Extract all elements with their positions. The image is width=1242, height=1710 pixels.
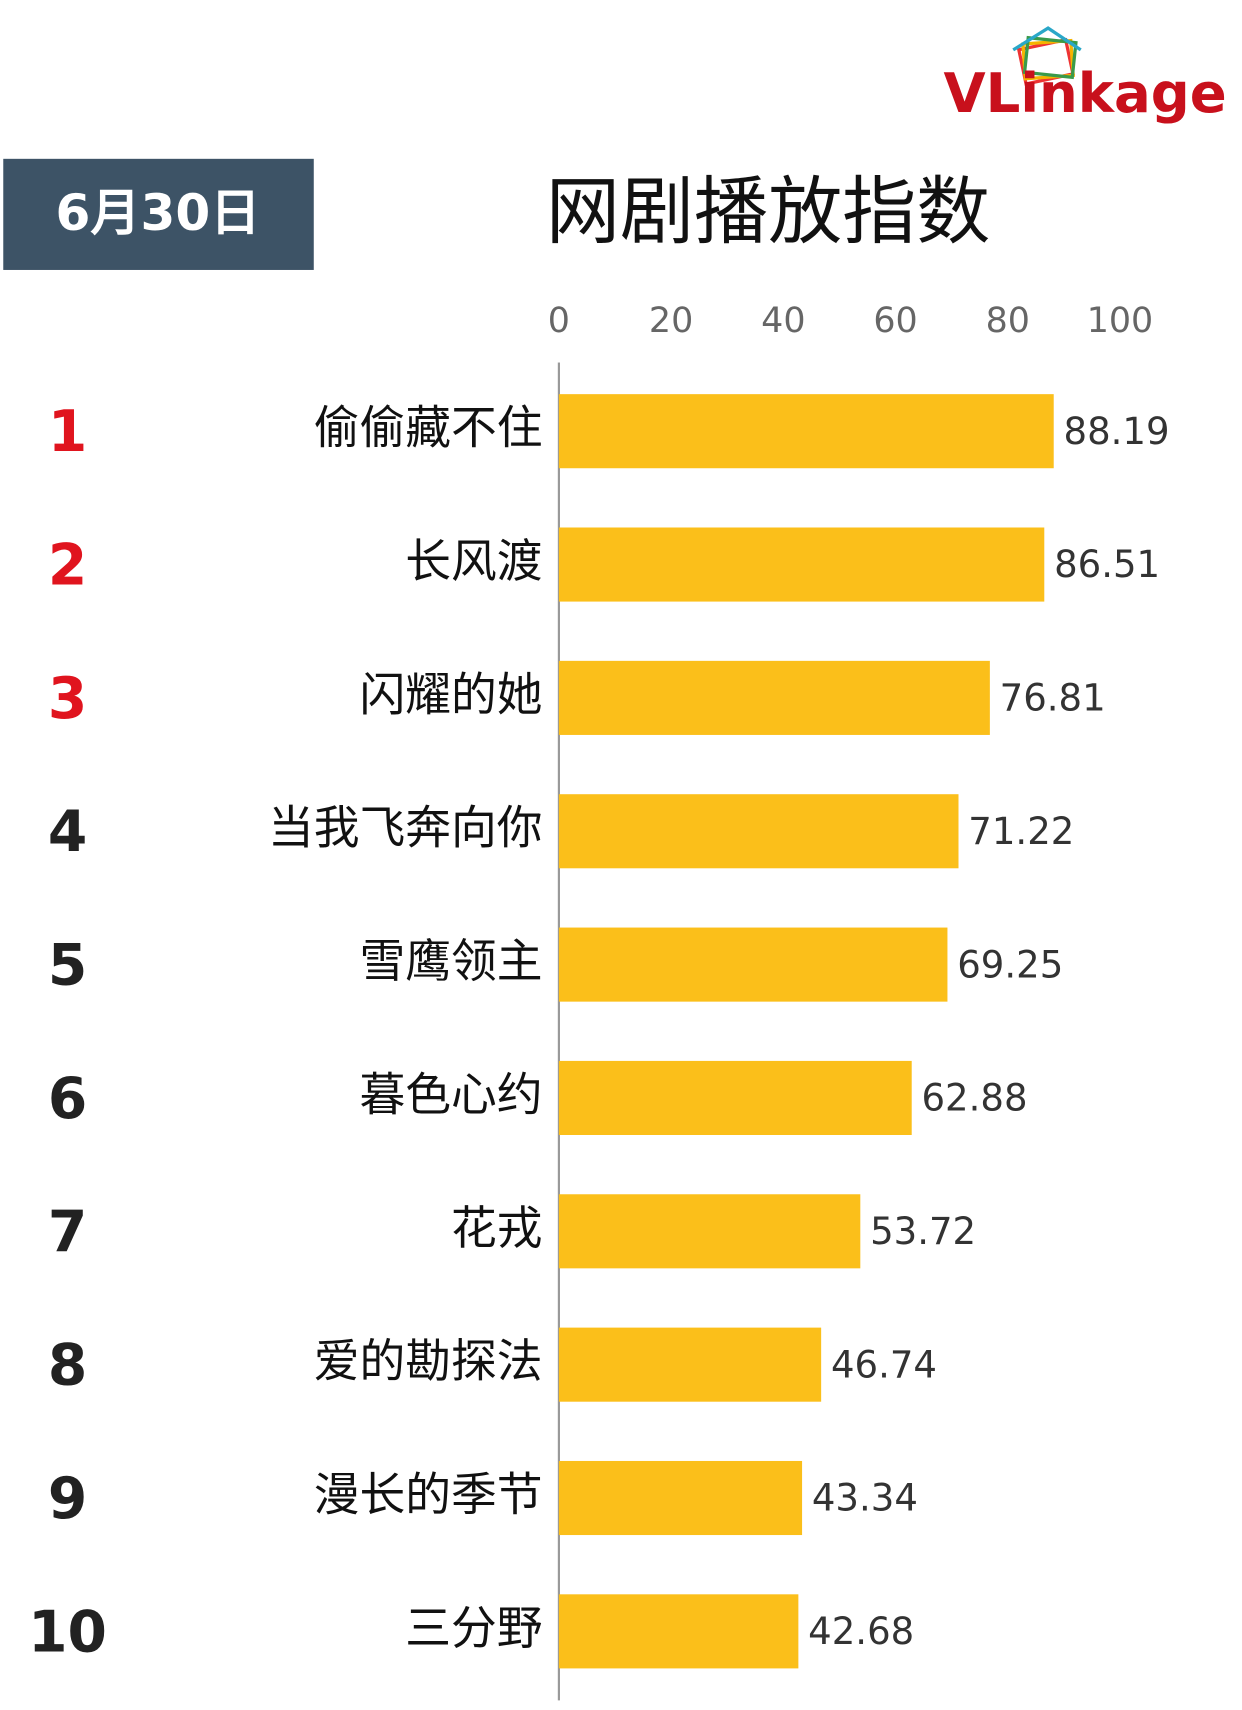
bar	[558, 1460, 803, 1536]
category-label: 当我飞奔向你	[268, 802, 543, 855]
rank-label: 7	[48, 1199, 87, 1265]
bar	[558, 527, 1045, 602]
logo-icon	[1012, 26, 1082, 86]
bar	[558, 1194, 861, 1269]
value-label: 88.19	[1064, 410, 1170, 453]
value-label: 46.74	[831, 1343, 937, 1386]
value-label: 86.51	[1054, 543, 1160, 586]
rank-label: 1	[48, 399, 87, 465]
value-label: 42.68	[808, 1610, 914, 1653]
value-label: 76.81	[1000, 677, 1106, 720]
category-label: 闪耀的她	[360, 668, 543, 721]
category-label: 花戎	[451, 1202, 543, 1255]
chart-title: 网剧播放指数	[546, 169, 990, 255]
rank-label: 9	[48, 1466, 87, 1532]
rank-label: 6	[48, 1066, 87, 1132]
date-label: 6月30日	[56, 183, 261, 242]
category-label: 漫长的季节	[314, 1469, 543, 1522]
rank-label: 2	[48, 533, 87, 599]
x-tick-label: 20	[649, 301, 693, 341]
bar	[558, 660, 990, 735]
value-label: 53.72	[870, 1210, 976, 1253]
bar	[558, 794, 959, 869]
value-label: 71.22	[968, 810, 1074, 853]
value-label: 43.34	[812, 1477, 918, 1520]
category-label: 雪鹰领主	[360, 935, 543, 988]
rank-label: 5	[48, 933, 87, 999]
category-label: 长风渡	[405, 535, 542, 588]
category-label: 三分野	[405, 1602, 542, 1655]
bar	[558, 927, 948, 1002]
bar	[558, 1327, 822, 1402]
x-tick-label: 40	[761, 301, 805, 341]
category-label: 暮色心约	[360, 1068, 543, 1121]
bar	[558, 394, 1054, 469]
category-label: 爱的勘探法	[314, 1335, 543, 1388]
bar	[558, 1060, 912, 1135]
x-tick-label: 100	[1087, 301, 1154, 341]
x-tick-label: 60	[873, 301, 917, 341]
logo-text: VLinkage	[944, 61, 1227, 125]
rank-label: 3	[48, 666, 87, 732]
rank-label: 10	[28, 1599, 107, 1665]
rank-label: 4	[48, 799, 87, 865]
category-label: 偷偷藏不住	[314, 402, 543, 455]
rank-label: 8	[48, 1333, 87, 1399]
value-label: 62.88	[922, 1077, 1028, 1120]
value-label: 69.25	[957, 943, 1063, 986]
x-tick-label: 80	[986, 301, 1030, 341]
bar	[558, 1594, 799, 1669]
x-tick-label: 0	[548, 301, 570, 341]
date-box	[3, 158, 314, 270]
